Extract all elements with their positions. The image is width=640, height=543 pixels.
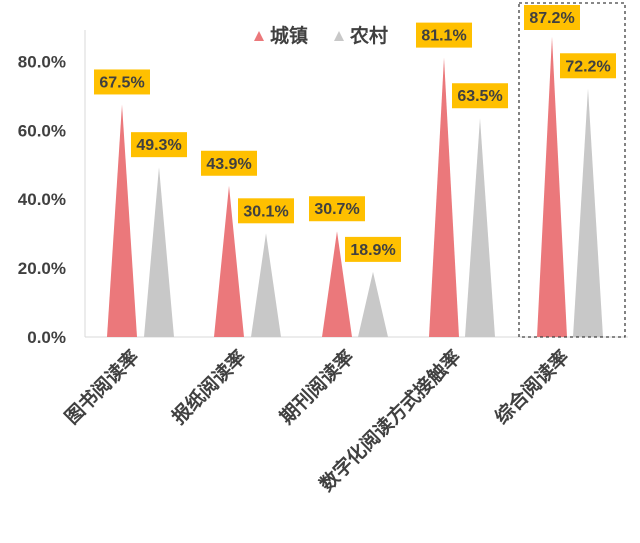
legend-label-rural: 农村 — [349, 24, 388, 47]
bar-rural — [251, 233, 281, 337]
data-label-text: 81.1% — [421, 28, 466, 45]
legend-label-urban: 城镇 — [270, 24, 308, 47]
data-label-text: 43.9% — [206, 156, 251, 173]
data-label: 67.5% — [94, 69, 150, 95]
category-label: 期刊阅读率 — [275, 345, 358, 428]
legend: 城镇 农村 — [254, 24, 388, 47]
y-tick-label: 20.0% — [18, 259, 66, 278]
bar-urban — [429, 57, 459, 337]
data-label: 72.2% — [560, 53, 616, 79]
data-label-text: 30.7% — [314, 201, 359, 218]
bar-urban — [107, 104, 137, 338]
data-labels: 67.5% 43.9% 30.7% 81.1% 87.2% 49.3% 30.1% 18.9%… — [94, 5, 616, 262]
data-label: 63.5% — [452, 83, 508, 109]
highlight-box — [518, 2, 626, 338]
data-label-text: 63.5% — [457, 88, 502, 105]
data-label-text: 87.2% — [529, 10, 574, 27]
data-label-text: 18.9% — [350, 242, 395, 259]
data-label-bg — [452, 83, 508, 109]
bar-rural — [144, 167, 174, 337]
data-label-text: 49.3% — [136, 137, 181, 154]
y-tick-label: 60.0% — [18, 121, 66, 140]
bar-urban — [537, 36, 567, 337]
y-tick-label: 40.0% — [18, 190, 66, 209]
data-label-bg — [238, 198, 294, 224]
y-tick-labels: 0.0% 20.0% 40.0% 60.0% 80.0% — [18, 52, 66, 347]
category-label: 报纸阅读率 — [167, 345, 250, 428]
bars — [107, 36, 603, 338]
bar-rural — [573, 88, 603, 338]
data-label-text: 67.5% — [99, 74, 144, 91]
data-label-bg — [309, 196, 365, 222]
data-label: 43.9% — [201, 150, 257, 176]
legend-marker-rural — [334, 31, 344, 41]
data-label-text: 30.1% — [243, 203, 288, 220]
bar-urban — [322, 231, 352, 337]
data-label-bg — [94, 69, 150, 95]
bar-rural — [358, 271, 388, 337]
data-label: 30.7% — [309, 196, 365, 222]
data-label-bg — [524, 5, 580, 30]
data-label: 81.1% — [416, 22, 472, 48]
data-label-bg — [131, 132, 187, 158]
data-label: 49.3% — [131, 132, 187, 158]
data-label-bg — [560, 53, 616, 79]
category-label: 综合阅读率 — [490, 345, 573, 428]
category-label: 图书阅读率 — [60, 345, 143, 428]
data-label-bg — [201, 150, 257, 176]
data-label-bg — [416, 22, 472, 48]
data-label: 87.2% — [524, 5, 580, 30]
bar-urban — [214, 185, 244, 337]
data-label: 30.1% — [238, 198, 294, 224]
bar-rural — [465, 118, 495, 338]
data-label-text: 72.2% — [565, 58, 610, 75]
data-label-bg — [345, 236, 401, 262]
y-tick-label: 0.0% — [27, 328, 66, 347]
data-label: 18.9% — [345, 236, 401, 262]
legend-marker-urban — [254, 31, 264, 41]
y-tick-label: 80.0% — [18, 52, 66, 71]
